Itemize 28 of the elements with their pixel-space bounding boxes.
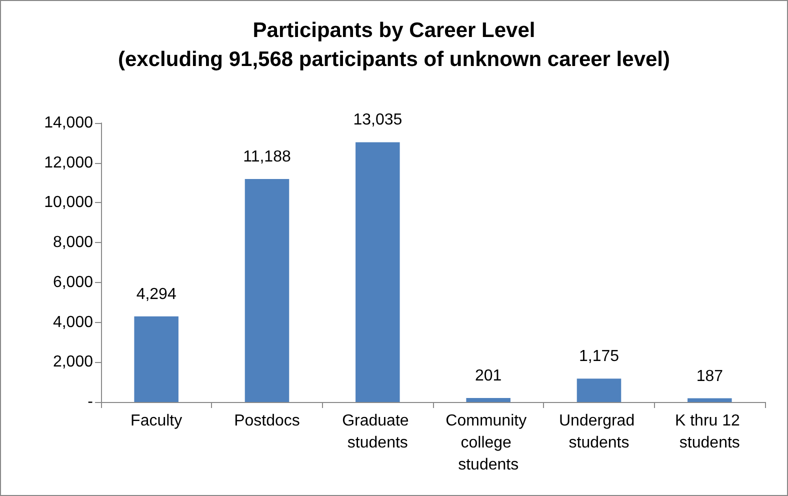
y-tick-label: 10,000 [44, 194, 94, 212]
data-label: 187 [696, 368, 724, 385]
data-label: 13,035 [353, 112, 402, 129]
bar [688, 398, 732, 402]
y-tick-label: 6,000 [52, 274, 94, 291]
bar [134, 316, 178, 402]
data-label: 4,294 [136, 286, 176, 303]
bar [356, 142, 400, 402]
y-tick-label: 14,000 [44, 114, 94, 132]
y-tick-label: 12,000 [44, 154, 94, 172]
x-tick-label: Undergrad students [558, 412, 640, 452]
x-tick-label: Graduate students [342, 412, 414, 452]
y-tick-label: 2,000 [52, 354, 94, 371]
chart-subtitle: (excluding 91,568 participants of unknown career level) [118, 48, 670, 71]
bar [576, 378, 622, 402]
y-tick-label: 4,000 [52, 314, 94, 331]
chart-title: Participants by Career Level [252, 19, 536, 42]
data-label: 11,188 [243, 148, 291, 166]
y-tick-label: - [88, 394, 93, 410]
bar [244, 179, 290, 402]
y-tick-label: 8,000 [52, 234, 94, 252]
x-tick-label: Postdocs [234, 412, 300, 430]
data-label: 201 [474, 367, 502, 384]
bar [466, 398, 510, 402]
x-tick-label: Community college students [446, 412, 532, 474]
x-tick-label: Faculty [130, 412, 182, 430]
x-tick-label: K thru 12 students [674, 412, 744, 452]
data-label: 1,175 [578, 348, 620, 366]
